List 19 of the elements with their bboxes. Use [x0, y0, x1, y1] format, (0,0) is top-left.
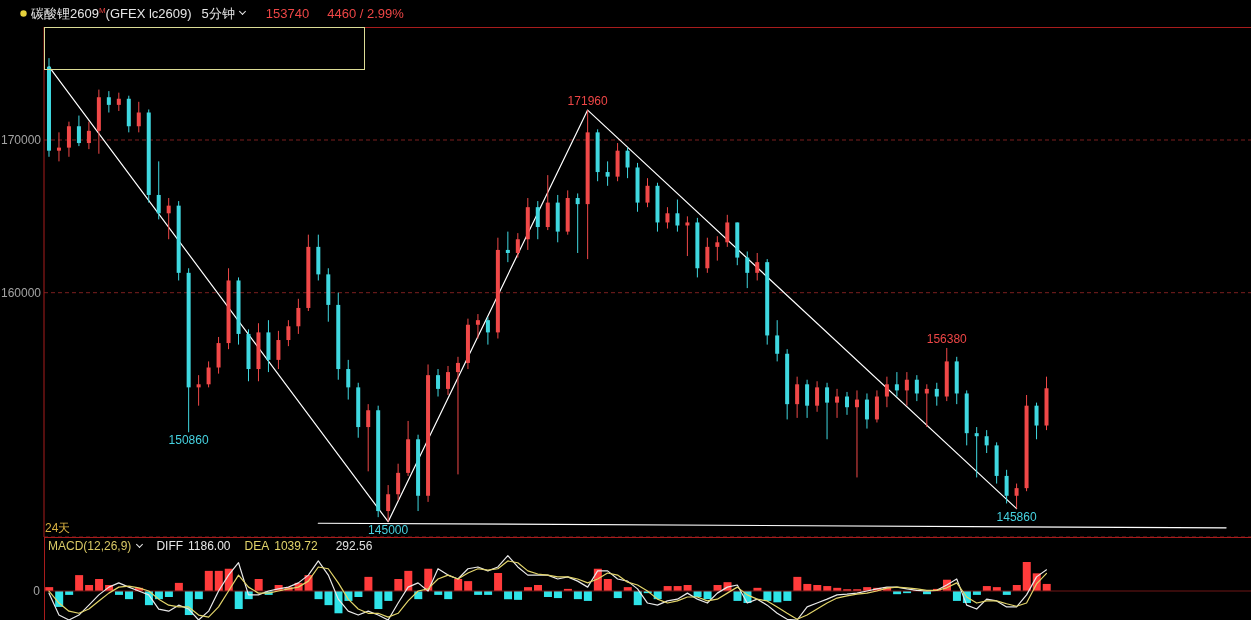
series-label: DEA	[244, 539, 270, 553]
text: 292.56	[335, 539, 373, 553]
annotation: 150860	[168, 433, 209, 448]
annotation: 156380	[926, 331, 967, 346]
chart-title: 碳酸锂2609$^{M}$(GFEX lc2609)	[31, 4, 192, 23]
text: 4460 / 2.99%	[327, 6, 404, 21]
ref-line-label: 0	[33, 584, 40, 598]
annotation: 145860	[996, 509, 1037, 524]
y-tick-label: 160000	[0, 285, 42, 300]
x-axis-title: 24天	[45, 521, 71, 535]
y-tick-label: 170000	[0, 133, 42, 148]
legend-label: DIFF	[156, 539, 184, 553]
text: 153740	[265, 6, 310, 21]
annotation: 171960	[567, 94, 608, 109]
annotation: 145000	[368, 522, 409, 537]
text: 1186.00	[188, 539, 231, 553]
chart-title: MACD(12,26,9)	[48, 539, 132, 553]
text: 1039.72	[274, 539, 318, 553]
chart-subtitle: 5分钟	[201, 4, 235, 23]
